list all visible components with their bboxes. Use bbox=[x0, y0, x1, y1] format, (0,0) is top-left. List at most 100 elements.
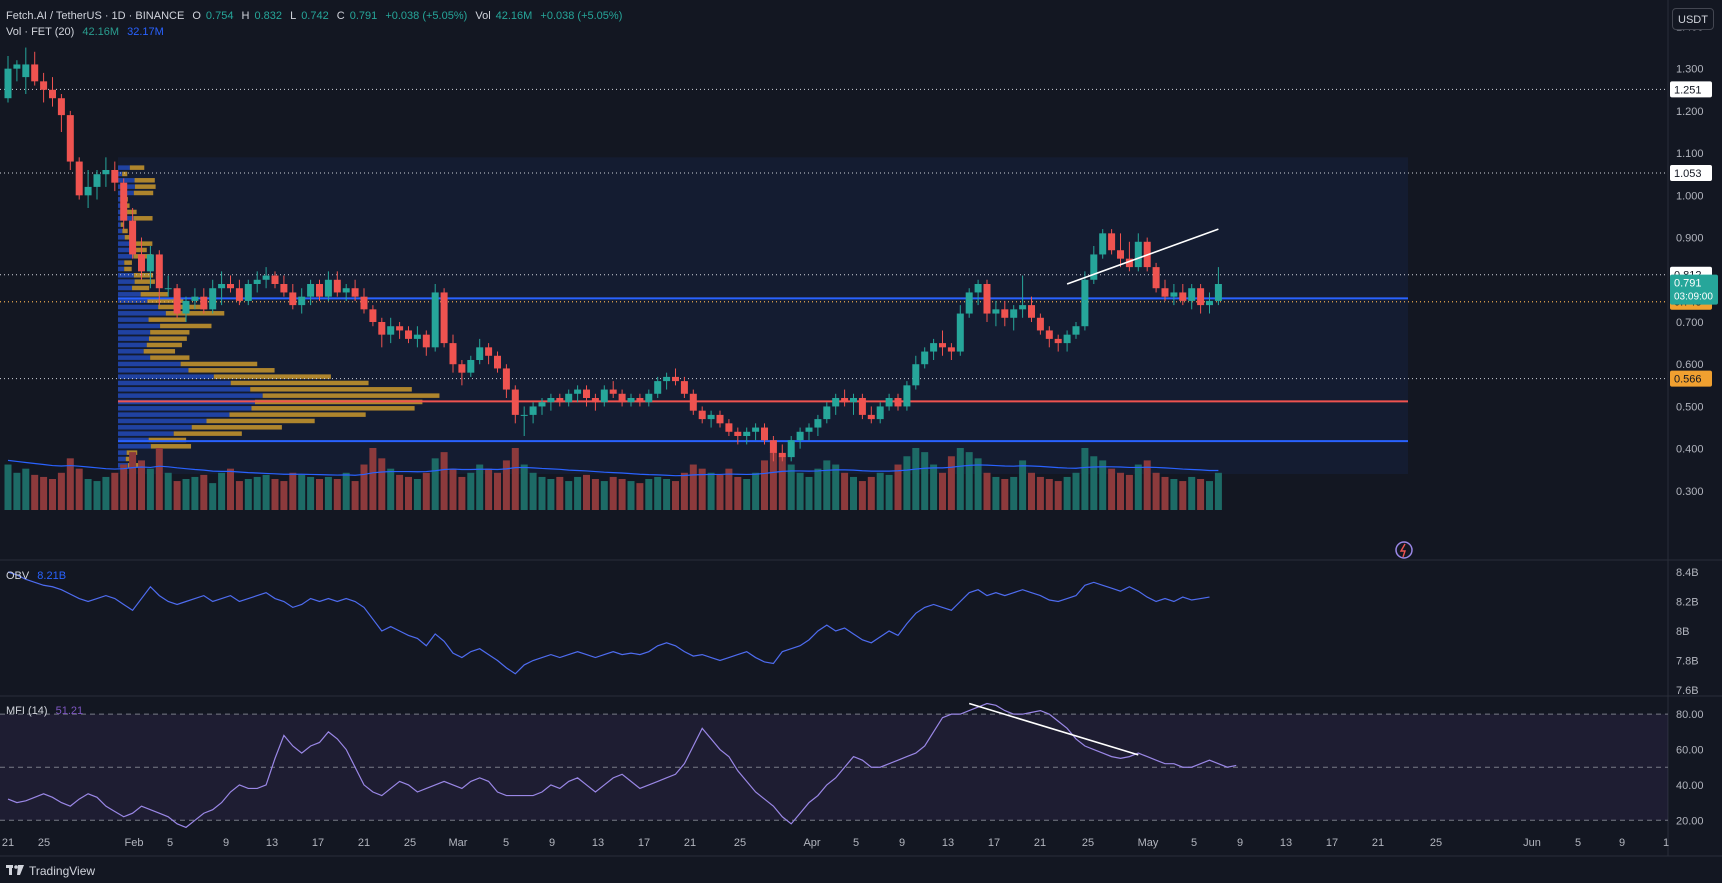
volume-bar bbox=[717, 475, 724, 510]
volume-bar bbox=[494, 473, 501, 510]
volume-profile-bar bbox=[130, 165, 144, 170]
volume-bar bbox=[156, 448, 163, 510]
time-axis-tick: Apr bbox=[803, 837, 820, 849]
time-axis-tick: Mar bbox=[449, 837, 468, 849]
candle-body bbox=[1064, 335, 1071, 343]
candle-body bbox=[458, 364, 465, 372]
time-axis-tick: 5 bbox=[167, 837, 173, 849]
time-axis-tick: 17 bbox=[988, 837, 1000, 849]
low-label: L bbox=[290, 10, 296, 22]
volume-bar bbox=[298, 475, 305, 510]
volume-indicator-name[interactable]: Vol · FET (20) bbox=[6, 26, 74, 38]
volume-bar bbox=[903, 456, 910, 510]
tradingview-logo[interactable]: TradingView bbox=[6, 864, 95, 878]
volume-profile-bar bbox=[118, 172, 122, 177]
time-axis-tick: 9 bbox=[1237, 837, 1243, 849]
volume-profile-bar bbox=[192, 425, 282, 430]
obv-value: 8.21B bbox=[37, 570, 66, 582]
volume-bar bbox=[111, 473, 118, 510]
volume-bar bbox=[984, 473, 991, 510]
candle-body bbox=[414, 335, 421, 339]
volume-profile-bar bbox=[118, 279, 135, 284]
candle-body bbox=[485, 347, 492, 355]
volume-bar bbox=[628, 481, 635, 510]
range-box bbox=[118, 157, 1408, 474]
volume-bar bbox=[636, 483, 643, 510]
candle-body bbox=[111, 170, 118, 183]
volume-bar bbox=[1037, 477, 1044, 510]
volume-profile-bar bbox=[118, 311, 166, 316]
volume-profile-bar bbox=[118, 292, 141, 297]
currency-button[interactable]: USDT bbox=[1672, 8, 1714, 30]
price-axis-tick: 1.100 bbox=[1676, 148, 1704, 160]
volume-profile-bar bbox=[118, 419, 207, 424]
time-axis-tick: 5 bbox=[503, 837, 509, 849]
candle-body bbox=[361, 297, 368, 310]
obv-legend: OBV 8.21B bbox=[6, 570, 71, 582]
candle-body bbox=[975, 284, 982, 292]
volume-bar bbox=[289, 473, 296, 510]
time-axis-tick: Jun bbox=[1523, 837, 1541, 849]
volume-bar bbox=[476, 465, 483, 510]
volume-bar bbox=[645, 479, 652, 510]
candle-body bbox=[263, 276, 270, 280]
time-axis-tick: Feb bbox=[125, 837, 144, 849]
mfi-indicator-name[interactable]: MFI (14) bbox=[6, 705, 48, 717]
volume-profile-bar bbox=[118, 368, 188, 373]
volume-bar bbox=[467, 473, 474, 510]
volume-bar bbox=[138, 460, 145, 510]
volume-profile-bar bbox=[118, 235, 125, 240]
candle-body bbox=[5, 69, 12, 99]
volume-profile-bar bbox=[118, 330, 150, 335]
volume-bar bbox=[619, 479, 626, 510]
volume-bar bbox=[49, 479, 56, 510]
volume-bar bbox=[1215, 473, 1222, 510]
candle-body bbox=[708, 415, 715, 419]
volume-bar bbox=[22, 469, 29, 510]
candle-body bbox=[1099, 233, 1106, 254]
volume-profile-bar bbox=[144, 349, 175, 354]
volume-profile-bar bbox=[188, 368, 274, 373]
candle-body bbox=[966, 292, 973, 313]
volume-profile-bar bbox=[263, 393, 440, 398]
candle-body bbox=[574, 390, 581, 394]
mfi-axis-tick: 20.00 bbox=[1676, 815, 1704, 827]
candle-body bbox=[1188, 288, 1195, 301]
volume-bar bbox=[574, 477, 581, 510]
time-axis-tick: 25 bbox=[734, 837, 746, 849]
volume-bar bbox=[832, 465, 839, 510]
volume-bar bbox=[841, 473, 848, 510]
volume-bar bbox=[1153, 473, 1160, 510]
volume-bar bbox=[565, 481, 572, 510]
volume-profile-bar bbox=[174, 431, 242, 436]
candle-body bbox=[450, 343, 457, 364]
time-axis-tick: 17 bbox=[312, 837, 324, 849]
candle-body bbox=[539, 402, 546, 406]
obv-indicator-name[interactable]: OBV bbox=[6, 570, 29, 582]
candle-body bbox=[547, 398, 554, 402]
candle-body bbox=[280, 284, 287, 292]
high-label: H bbox=[242, 10, 250, 22]
candle-body bbox=[1206, 301, 1213, 305]
volume-bar bbox=[369, 448, 376, 510]
mfi-axis-tick: 40.00 bbox=[1676, 780, 1704, 792]
candle-body bbox=[254, 280, 261, 284]
volume-bar bbox=[654, 477, 661, 510]
volume-bar bbox=[1206, 481, 1213, 510]
obv-axis-tick: 7.8B bbox=[1676, 656, 1699, 668]
volume-profile-bar bbox=[118, 381, 231, 386]
candle-body bbox=[1179, 292, 1186, 300]
volume-bar bbox=[183, 479, 190, 510]
time-axis-tick: 21 bbox=[2, 837, 14, 849]
candle-body bbox=[556, 398, 563, 402]
volume-profile-bar bbox=[118, 457, 126, 462]
volume-bar bbox=[530, 473, 537, 510]
price-level-badge-label: 1.053 bbox=[1674, 168, 1702, 180]
symbol-name[interactable]: Fetch.AI / TetherUS · 1D · BINANCE bbox=[6, 10, 184, 22]
volume-bar bbox=[227, 469, 234, 510]
candle-body bbox=[316, 284, 323, 297]
candle-body bbox=[725, 423, 732, 431]
volume-bar bbox=[263, 475, 270, 510]
candle-body bbox=[209, 288, 216, 309]
